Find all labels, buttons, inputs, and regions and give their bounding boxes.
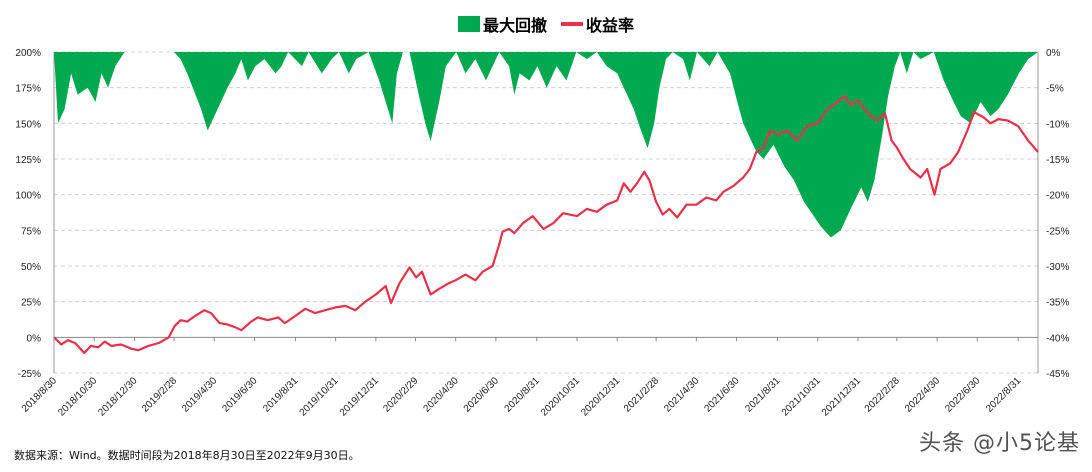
legend-swatch-drawdown [457,16,480,32]
legend-swatch-return [561,22,583,26]
left-tick-label: 50% [21,262,41,273]
x-tick-label: 2019/12/31 [338,375,381,418]
x-tick-label: 2021/2/28 [622,375,662,415]
watermark: 头条 @小5论基 [919,431,1080,456]
x-tick-label: 2021/6/30 [702,375,742,415]
left-tick-label: 75% [21,226,41,237]
right-tick-label: -45% [1046,369,1069,380]
x-tick-label: 2019/4/30 [180,375,220,415]
x-tick-label: 2021/4/30 [662,375,702,415]
right-tick-label: -40% [1046,333,1069,344]
x-tick-label: 2019/10/31 [298,375,341,418]
legend-item-drawdown: 最大回撤 [457,12,547,36]
right-tick-label: -10% [1046,119,1069,130]
right-tick-label: -25% [1046,226,1069,237]
left-tick-label: 175% [15,84,41,95]
left-tick-label: 100% [15,191,41,202]
right-tick-label: -35% [1046,298,1069,309]
left-tick-label: -25% [18,369,41,380]
legend-label-return: 收益率 [586,16,635,35]
x-tick-label: 2019/2/28 [140,375,180,415]
x-tick-label: 2022/2/28 [863,375,903,415]
left-tick-label: 0% [27,333,42,344]
x-tick-label: 2021/8/31 [743,375,783,415]
left-tick-label: 125% [15,155,41,166]
x-tick-label: 2022/4/30 [903,375,943,415]
x-tick-label: 2020/12/31 [579,375,622,418]
return-line [53,95,1039,355]
x-tick-label: 2018/12/30 [96,375,139,418]
left-tick-label: 25% [21,298,41,309]
left-tick-label: 200% [15,48,41,59]
x-tick-label: 2020/4/30 [422,375,462,415]
source-note: 数据来源：Wind。数据时间段为2018年8月30日至2022年9月30日。 [14,449,360,462]
right-tick-label: -15% [1046,155,1069,166]
right-tick-label: -20% [1046,191,1069,202]
right-tick-label: -5% [1046,84,1064,95]
right-tick-label: 0% [1046,48,1061,59]
x-tick-label: 2021/12/31 [820,375,863,418]
legend: 最大回撤 收益率 [0,12,1092,36]
legend-label-drawdown: 最大回撤 [482,16,547,35]
left-tick-label: 150% [15,119,41,130]
drawdown-area [54,52,1038,238]
x-tick-label: 2022/6/30 [943,375,983,415]
legend-item-return: 收益率 [561,12,634,36]
x-tick-label: 2022/8/31 [984,375,1024,415]
x-tick-label: 2019/6/30 [220,375,260,415]
x-tick-label: 2020/10/31 [539,375,582,418]
x-tick-label: 2018/10/30 [56,375,99,418]
x-tick-label: 2019/8/31 [261,375,301,415]
right-tick-label: -30% [1046,262,1069,273]
x-tick-label: 2020/6/30 [462,375,502,415]
x-tick-label: 2018/8/30 [20,375,60,415]
x-tick-label: 2021/10/31 [780,375,823,418]
x-tick-label: 2020/2/29 [381,375,421,415]
x-tick-label: 2020/8/31 [503,375,543,415]
